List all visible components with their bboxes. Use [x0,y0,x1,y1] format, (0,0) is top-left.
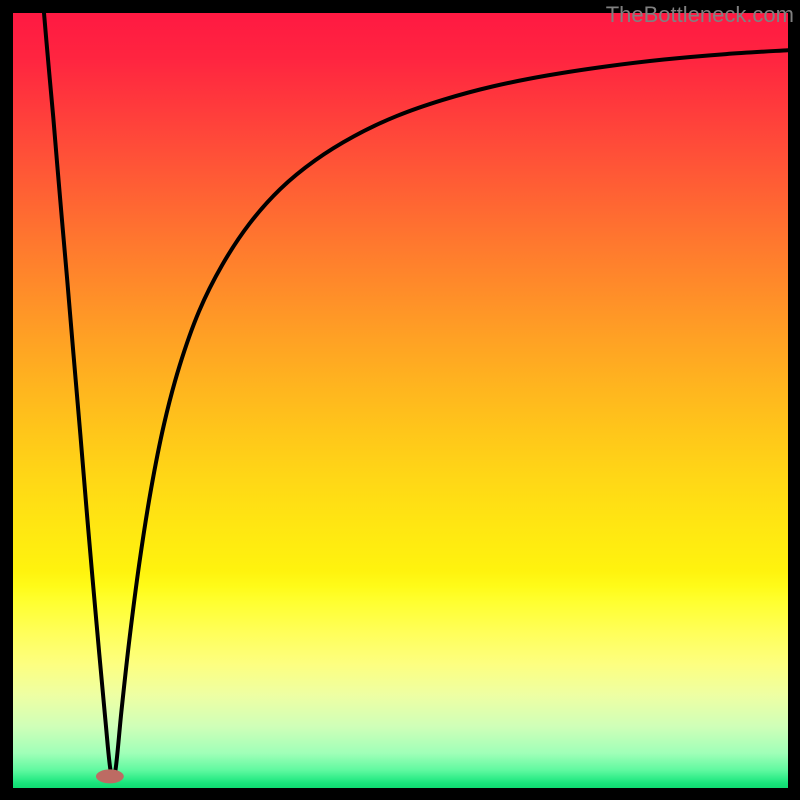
gradient-background [13,13,788,788]
bottleneck-chart: TheBottleneck.com [0,0,800,800]
source-watermark: TheBottleneck.com [606,2,794,28]
optimal-point-marker [96,769,124,783]
chart-svg [0,0,800,800]
